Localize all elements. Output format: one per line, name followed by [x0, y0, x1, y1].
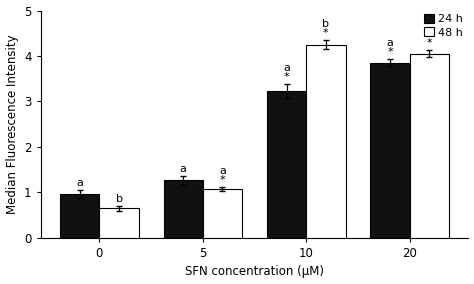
- Text: a
*: a *: [426, 29, 433, 48]
- Bar: [203, 189, 242, 238]
- Bar: [410, 54, 449, 238]
- X-axis label: SFN concentration (μM): SFN concentration (μM): [185, 266, 324, 278]
- Bar: [100, 208, 139, 238]
- Legend: 24 h, 48 h: 24 h, 48 h: [424, 14, 463, 38]
- Bar: [306, 45, 346, 238]
- Text: a: a: [76, 178, 83, 188]
- Bar: [370, 63, 410, 238]
- Text: a: a: [180, 164, 187, 174]
- Text: a
*: a *: [387, 38, 393, 57]
- Bar: [60, 194, 100, 238]
- Text: b: b: [116, 194, 123, 204]
- Bar: [267, 91, 306, 238]
- Bar: [164, 180, 203, 238]
- Y-axis label: Median Fluorescence Intensity: Median Fluorescence Intensity: [6, 34, 18, 214]
- Text: a
*: a *: [219, 166, 226, 185]
- Text: a
*: a *: [283, 63, 290, 82]
- Text: b
*: b *: [322, 19, 329, 38]
